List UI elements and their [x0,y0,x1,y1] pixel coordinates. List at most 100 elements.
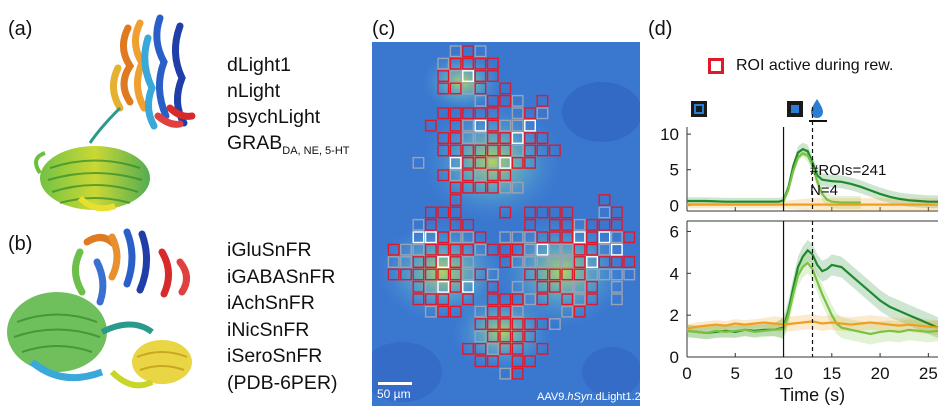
roi-square [387,243,400,256]
roi-square [437,305,450,318]
roi-square [486,330,499,343]
roi-square [486,70,499,82]
roi-square [610,243,623,256]
roi-square [474,94,487,107]
roi-square [449,256,462,269]
series-line [686,261,939,336]
bottom-chart: 0 2 4 6 0 5 10 15 20 25 Time (s) [670,220,939,405]
roi-square [524,293,537,306]
roi-square [524,119,537,132]
grab-base: GRAB [227,132,283,154]
roi-square [536,243,549,256]
roi-square [499,318,512,330]
roi-square [524,231,537,244]
roi-square [586,280,599,293]
sensor-name: iNicSnFR [227,318,310,341]
y-tick-label: 10 [660,125,679,144]
roi-square [511,256,524,269]
roi-square [474,268,487,281]
roi-square [424,243,437,256]
roi-square [486,119,499,132]
roi-square [524,268,537,281]
roi-square [511,107,524,120]
roi-square [511,144,524,157]
roi-square [437,243,450,256]
roi-square [499,169,512,182]
roi-square [462,280,475,293]
roi-square [610,280,623,293]
protein-structure-b [7,228,192,389]
roi-square [536,342,549,355]
roi-square [486,144,499,157]
roi-square [400,268,412,281]
roi-square [424,231,437,244]
roi-square [462,256,475,269]
roi-square [449,305,462,318]
roi-square [536,107,549,120]
roi-square [511,119,524,132]
roi-square [462,156,475,169]
roi-square [499,330,512,343]
roi-square [474,243,487,256]
roi-square [474,144,487,157]
x-tick-label: 20 [871,364,890,383]
roi-square [511,243,524,256]
roi-square [561,280,574,293]
roi-square [412,156,425,169]
sensor-list-b: iGluSnFR iGABASnFR iAchSnFR iNicSnFR iSe… [227,237,338,396]
x-tick-label: 5 [731,364,740,383]
roi-square [499,119,512,132]
roi-square [536,94,549,107]
roi-square [486,169,499,182]
annotation-rois: #ROIs=241 [810,162,886,179]
trace-charts: 0 5 10 0 2 4 6 0 5 10 15 20 25 Time (s) #ROIs=241 N=… [660,99,939,405]
roi-square [449,194,462,207]
y-tick-label: 0 [670,196,679,215]
x-tick-label: 10 [774,364,793,383]
roi-square [449,57,462,70]
roi-square [610,218,623,231]
roi-square [437,268,450,281]
x-tick-label: 0 [682,364,691,383]
roi-square [561,305,574,318]
roi-square [449,280,462,293]
roi-square [424,293,437,306]
roi-square [474,132,487,145]
roi-square [499,181,512,194]
roi-square [573,231,586,244]
roi-square [499,293,512,306]
roi-square [437,57,450,70]
roi-square [573,305,586,318]
roi-square [437,280,450,293]
roi-square [499,342,512,355]
roi-square [524,330,537,343]
panel-letter-c: (c) [372,18,396,40]
roi-square [412,293,425,306]
roi-square [598,194,611,207]
roi-square [462,231,475,244]
series-line [687,147,938,203]
roi-square [474,330,487,343]
roi-square [387,256,400,269]
roi-square [524,243,537,256]
roi-square [462,132,475,145]
series-line [782,152,861,204]
roi-square [598,256,611,269]
scale-bar [378,382,412,385]
roi-square [462,82,475,95]
roi-square [437,256,450,269]
roi-square [437,82,450,95]
roi-square [524,132,537,145]
roi-square [499,367,512,380]
roi-square [536,280,549,293]
roi-square [573,243,586,256]
roi-square [511,318,524,330]
y-tick-label: 2 [670,306,679,325]
roi-square [486,305,499,318]
roi-square [449,132,462,145]
roi-square [548,268,561,281]
roi-square [561,256,574,269]
roi-square [462,119,475,132]
roi-square [449,206,462,219]
microscopy-image [372,42,640,406]
